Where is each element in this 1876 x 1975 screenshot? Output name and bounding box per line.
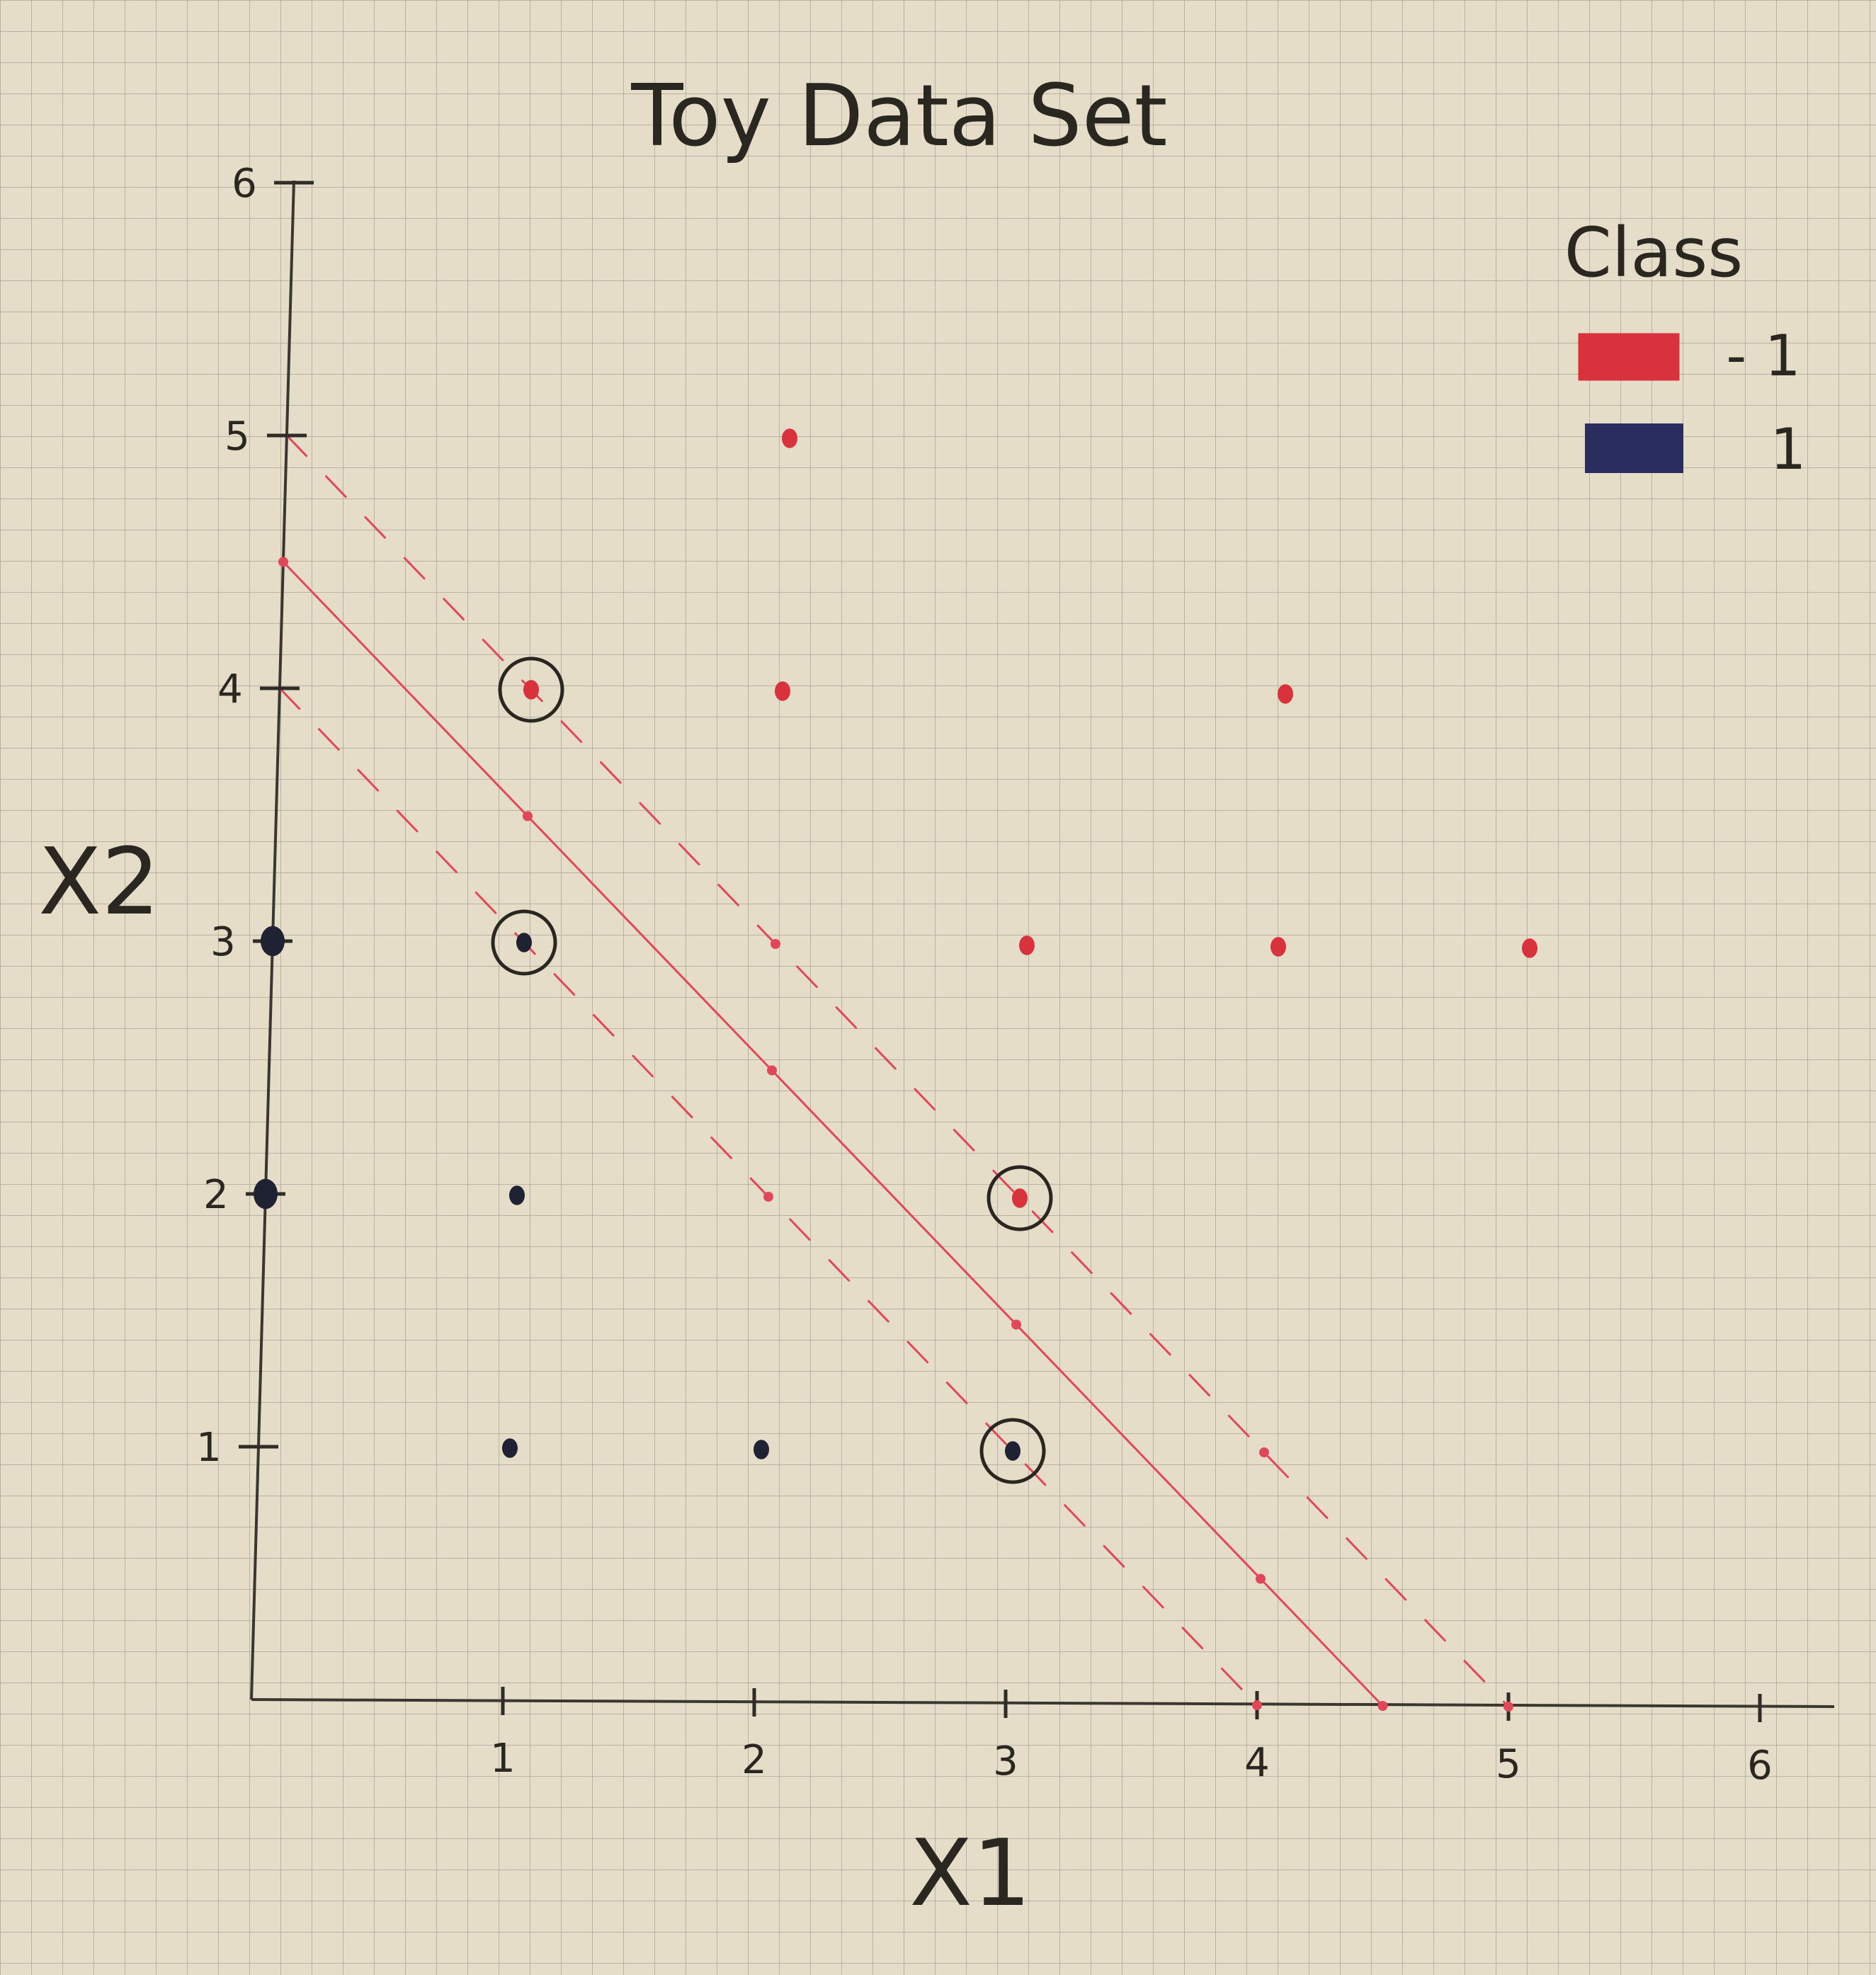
- point-class-1-2: [254, 1178, 278, 1210]
- point-class-1-6: [1005, 1441, 1021, 1461]
- chart-title: Toy Data Set: [630, 67, 1167, 166]
- line-marker-2: [767, 1065, 777, 1076]
- legend-label-class-neg1: - 1: [1726, 323, 1800, 389]
- line-marker-5: [1377, 1701, 1388, 1711]
- point-class-neg1-4: [1019, 935, 1035, 955]
- support-vector-circle-2: [987, 1165, 1053, 1231]
- line-markers: [278, 557, 1513, 1712]
- point-class-1-4: [502, 1438, 518, 1458]
- data-points: [254, 428, 1537, 1461]
- y-axis-label: X2: [38, 828, 160, 935]
- line-marker-9: [763, 1192, 773, 1202]
- line-marker-6: [771, 939, 780, 949]
- line-marker-4: [1256, 1573, 1266, 1584]
- axis-ticks: 1 2 3 4 5 6 1 2 3 4 5 6: [196, 161, 1773, 1789]
- line-marker-1: [523, 811, 533, 821]
- legend-label-class-1: 1: [1770, 416, 1807, 482]
- legend-title: Class: [1564, 213, 1744, 292]
- y-tick-label-6: 6: [232, 161, 257, 207]
- point-class-1-1: [516, 933, 532, 952]
- point-class-1-0: [261, 926, 285, 957]
- x-tick-label-1: 1: [490, 1736, 516, 1782]
- legend-swatch-class-neg1: [1578, 333, 1680, 381]
- line-marker-8: [1503, 1702, 1513, 1712]
- point-class-1-5: [754, 1440, 769, 1459]
- point-class-1-3: [509, 1185, 525, 1205]
- x-tick-label-3: 3: [993, 1738, 1018, 1785]
- x-tick-label-6: 6: [1747, 1743, 1773, 1789]
- point-class-neg1-0: [782, 428, 797, 448]
- line-marker-7: [1259, 1447, 1269, 1457]
- x-tick-label-2: 2: [741, 1737, 767, 1783]
- line-marker-0: [278, 557, 288, 567]
- x-tick-label-5: 5: [1496, 1741, 1521, 1787]
- x-axis-line: [251, 1698, 1835, 1708]
- margin-upper-line: [285, 434, 1510, 1708]
- y-tick-label-3: 3: [210, 919, 236, 965]
- support-vector-circle-1: [491, 909, 557, 976]
- legend-swatch-class-1: [1585, 423, 1683, 473]
- y-tick-label-5: 5: [224, 414, 250, 460]
- line-marker-3: [1011, 1319, 1021, 1330]
- y-tick-label-2: 2: [203, 1172, 229, 1218]
- point-class-neg1-5: [1270, 937, 1286, 957]
- support-vector-circle-0: [498, 656, 564, 723]
- point-class-neg1-7: [1012, 1188, 1028, 1208]
- point-class-neg1-3: [1278, 684, 1293, 704]
- y-tick-label-1: 1: [196, 1425, 222, 1471]
- y-tick-label-4: 4: [217, 666, 243, 712]
- decision-boundary-line: [282, 561, 1384, 1707]
- point-class-neg1-2: [775, 681, 790, 701]
- line-marker-10: [1252, 1700, 1262, 1710]
- x-axis-label: X1: [909, 1819, 1031, 1927]
- point-class-neg1-6: [1522, 938, 1537, 958]
- legend: Class - 1 1: [1564, 213, 1807, 482]
- point-class-neg1-1: [523, 680, 539, 700]
- x-tick-label-4: 4: [1244, 1740, 1270, 1786]
- support-vector-circle-3: [979, 1418, 1046, 1484]
- support-vector-circles: [491, 656, 1053, 1484]
